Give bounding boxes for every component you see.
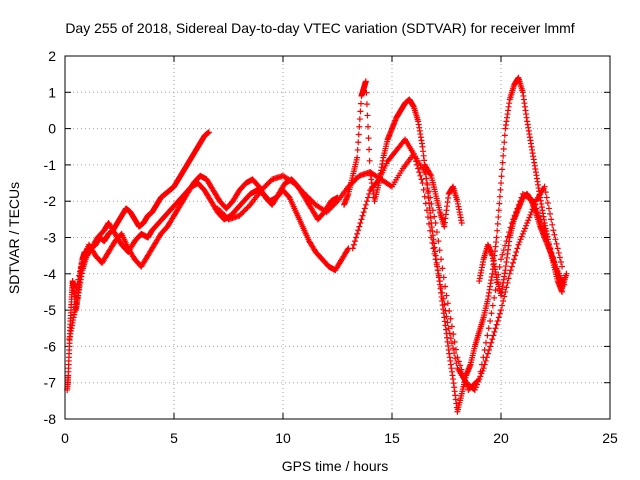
x-tick-label: 25	[602, 430, 618, 446]
series-markers	[421, 161, 465, 230]
y-tick-label: -4	[44, 266, 57, 282]
series-7	[421, 161, 465, 230]
y-tick-label: -3	[44, 230, 57, 246]
series-6	[349, 136, 566, 393]
y-tick-label: -5	[44, 302, 57, 318]
series-5	[341, 74, 566, 415]
y-tick-label: -8	[44, 411, 57, 427]
x-tick-label: 15	[384, 430, 400, 446]
y-tick-label: -1	[44, 157, 57, 173]
series-markers	[72, 172, 341, 295]
x-tick-label: 5	[170, 430, 178, 446]
series-4	[214, 151, 568, 393]
series-markers	[214, 151, 568, 393]
x-tick-label: 10	[275, 430, 291, 446]
data-points	[64, 74, 570, 415]
chart-title: Day 255 of 2018, Sidereal Day-to-day VTE…	[65, 20, 574, 36]
y-tick-label: -6	[44, 338, 57, 354]
x-axis-label: GPS time / hours	[282, 458, 389, 474]
y-axis-label: SDTVAR / TECUs	[6, 182, 22, 294]
y-tick-label: -7	[44, 375, 57, 391]
y-tick-label: 0	[48, 121, 56, 137]
x-tick-label: 20	[493, 430, 509, 446]
y-tick-label: 2	[48, 48, 56, 64]
series-8	[476, 190, 570, 299]
series-markers	[476, 190, 570, 299]
series-3	[72, 172, 341, 295]
y-tick-label: -2	[44, 193, 57, 209]
plot-frame	[64, 55, 611, 420]
x-tick-label: 0	[61, 430, 69, 446]
y-tick-label: 1	[48, 84, 56, 100]
axis-ticks: 0 5 10 15 20 25 -8 -7 -6 -5 -4 -3 -2 -1 0 1 2	[44, 48, 618, 446]
series-markers	[341, 74, 566, 415]
series-markers	[349, 136, 566, 393]
